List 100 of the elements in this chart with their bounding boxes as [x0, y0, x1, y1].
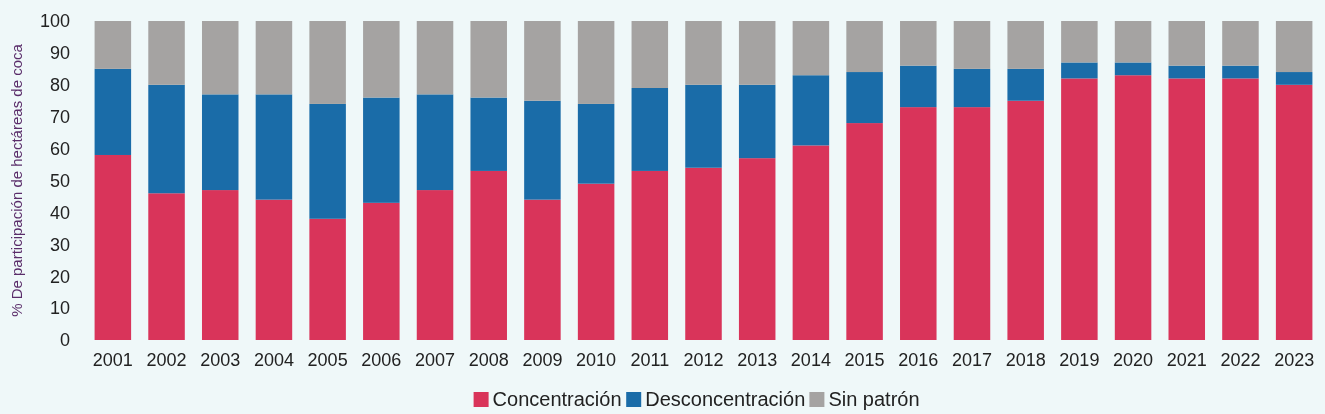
bar: [631, 170, 669, 340]
bar: [900, 65, 937, 108]
bar: [416, 94, 454, 191]
bar: [309, 21, 346, 104]
bar: [738, 158, 776, 340]
x-tick-label: 2014: [790, 350, 831, 370]
x-tick-label: 2009: [522, 350, 563, 370]
y-tick-label: 100: [39, 11, 70, 32]
y-tick-label: 90: [49, 43, 70, 64]
bar: [577, 21, 615, 104]
x-tick-label: 2003: [200, 350, 241, 370]
x-tick-label: 2021: [1166, 350, 1207, 370]
bar: [470, 97, 507, 171]
x-tick-label: 2007: [415, 350, 456, 370]
bar: [94, 154, 132, 340]
bar: [1007, 68, 1044, 101]
legend-label: Desconcentración: [645, 388, 806, 410]
bar: [792, 21, 830, 76]
bar: [524, 199, 561, 340]
bar: [631, 21, 669, 88]
bar: [94, 68, 132, 155]
bar: [416, 190, 454, 340]
bar: [1007, 100, 1044, 340]
y-tick-label: 80: [49, 75, 70, 96]
y-axis-title: % De participación de hectáreas de coca: [8, 43, 25, 317]
legend-label: Sin patrón: [828, 388, 920, 410]
bar: [631, 87, 669, 171]
bar: [792, 145, 830, 340]
bar: [1061, 21, 1098, 63]
y-tick-label: 40: [49, 202, 70, 223]
x-tick-label: 2012: [683, 350, 724, 370]
bar: [846, 21, 883, 73]
x-tick-label: 2019: [1059, 350, 1100, 370]
y-tick-label: 20: [49, 266, 70, 287]
y-tick-label: 30: [49, 234, 70, 255]
bar: [363, 202, 400, 340]
bar: [201, 94, 239, 191]
y-tick-label: 60: [49, 138, 70, 159]
bar: [255, 94, 293, 200]
x-tick-label: 2020: [1113, 350, 1154, 370]
bar: [201, 21, 239, 95]
x-tick-label: 2018: [1005, 350, 1046, 370]
bar: [577, 183, 615, 340]
x-tick-label: 2008: [468, 350, 509, 370]
bar: [846, 72, 883, 124]
bar: [1114, 62, 1152, 76]
x-tick-label: 2013: [737, 350, 778, 370]
x-tick-label: 2023: [1274, 350, 1315, 370]
bar: [470, 170, 507, 340]
bar: [524, 100, 561, 200]
bar: [1114, 75, 1152, 340]
bar: [148, 84, 185, 194]
x-tick-label: 2010: [576, 350, 617, 370]
bar: [201, 190, 239, 340]
bar: [1061, 62, 1098, 79]
bar: [953, 21, 991, 69]
x-tick-label: 2004: [253, 350, 294, 370]
bar: [309, 103, 346, 219]
bar: [94, 21, 132, 69]
bar: [148, 193, 185, 340]
x-tick-label: 2006: [361, 350, 402, 370]
bar: [577, 103, 615, 184]
bar: [363, 97, 400, 203]
bar: [1275, 84, 1313, 340]
x-tick-label: 2005: [307, 350, 348, 370]
bar: [685, 84, 722, 168]
bar: [685, 167, 722, 340]
bar: [1222, 65, 1259, 79]
bar: [148, 21, 185, 85]
x-tick-label: 2011: [630, 350, 670, 370]
bar: [1168, 21, 1206, 66]
bar: [1275, 72, 1313, 85]
bar: [1222, 21, 1259, 66]
bar: [738, 84, 776, 159]
y-tick-label: 10: [49, 298, 70, 319]
bar: [1222, 78, 1259, 340]
x-tick-label: 2001: [92, 350, 133, 370]
x-tick-label: 2002: [146, 350, 187, 370]
bar: [470, 21, 507, 98]
bar: [524, 21, 561, 101]
bar: [792, 75, 830, 146]
y-tick-label: 0: [59, 330, 70, 351]
x-tick-label: 2017: [951, 350, 992, 370]
bar: [309, 218, 346, 340]
y-tick-label: 70: [49, 107, 70, 127]
bar: [738, 21, 776, 85]
bar: [846, 123, 883, 340]
bar: [363, 21, 400, 98]
bar: [1007, 21, 1044, 69]
bar: [1168, 65, 1206, 79]
bar: [685, 21, 722, 85]
legend-label: Concentración: [492, 388, 622, 410]
bar: [1061, 78, 1098, 340]
bar: [1114, 21, 1152, 63]
bar: [953, 107, 991, 340]
bar: [953, 68, 991, 108]
bar: [1275, 21, 1313, 73]
bar: [1168, 78, 1206, 340]
x-tick-label: 2022: [1220, 350, 1261, 370]
x-tick-label: 2015: [844, 350, 885, 370]
